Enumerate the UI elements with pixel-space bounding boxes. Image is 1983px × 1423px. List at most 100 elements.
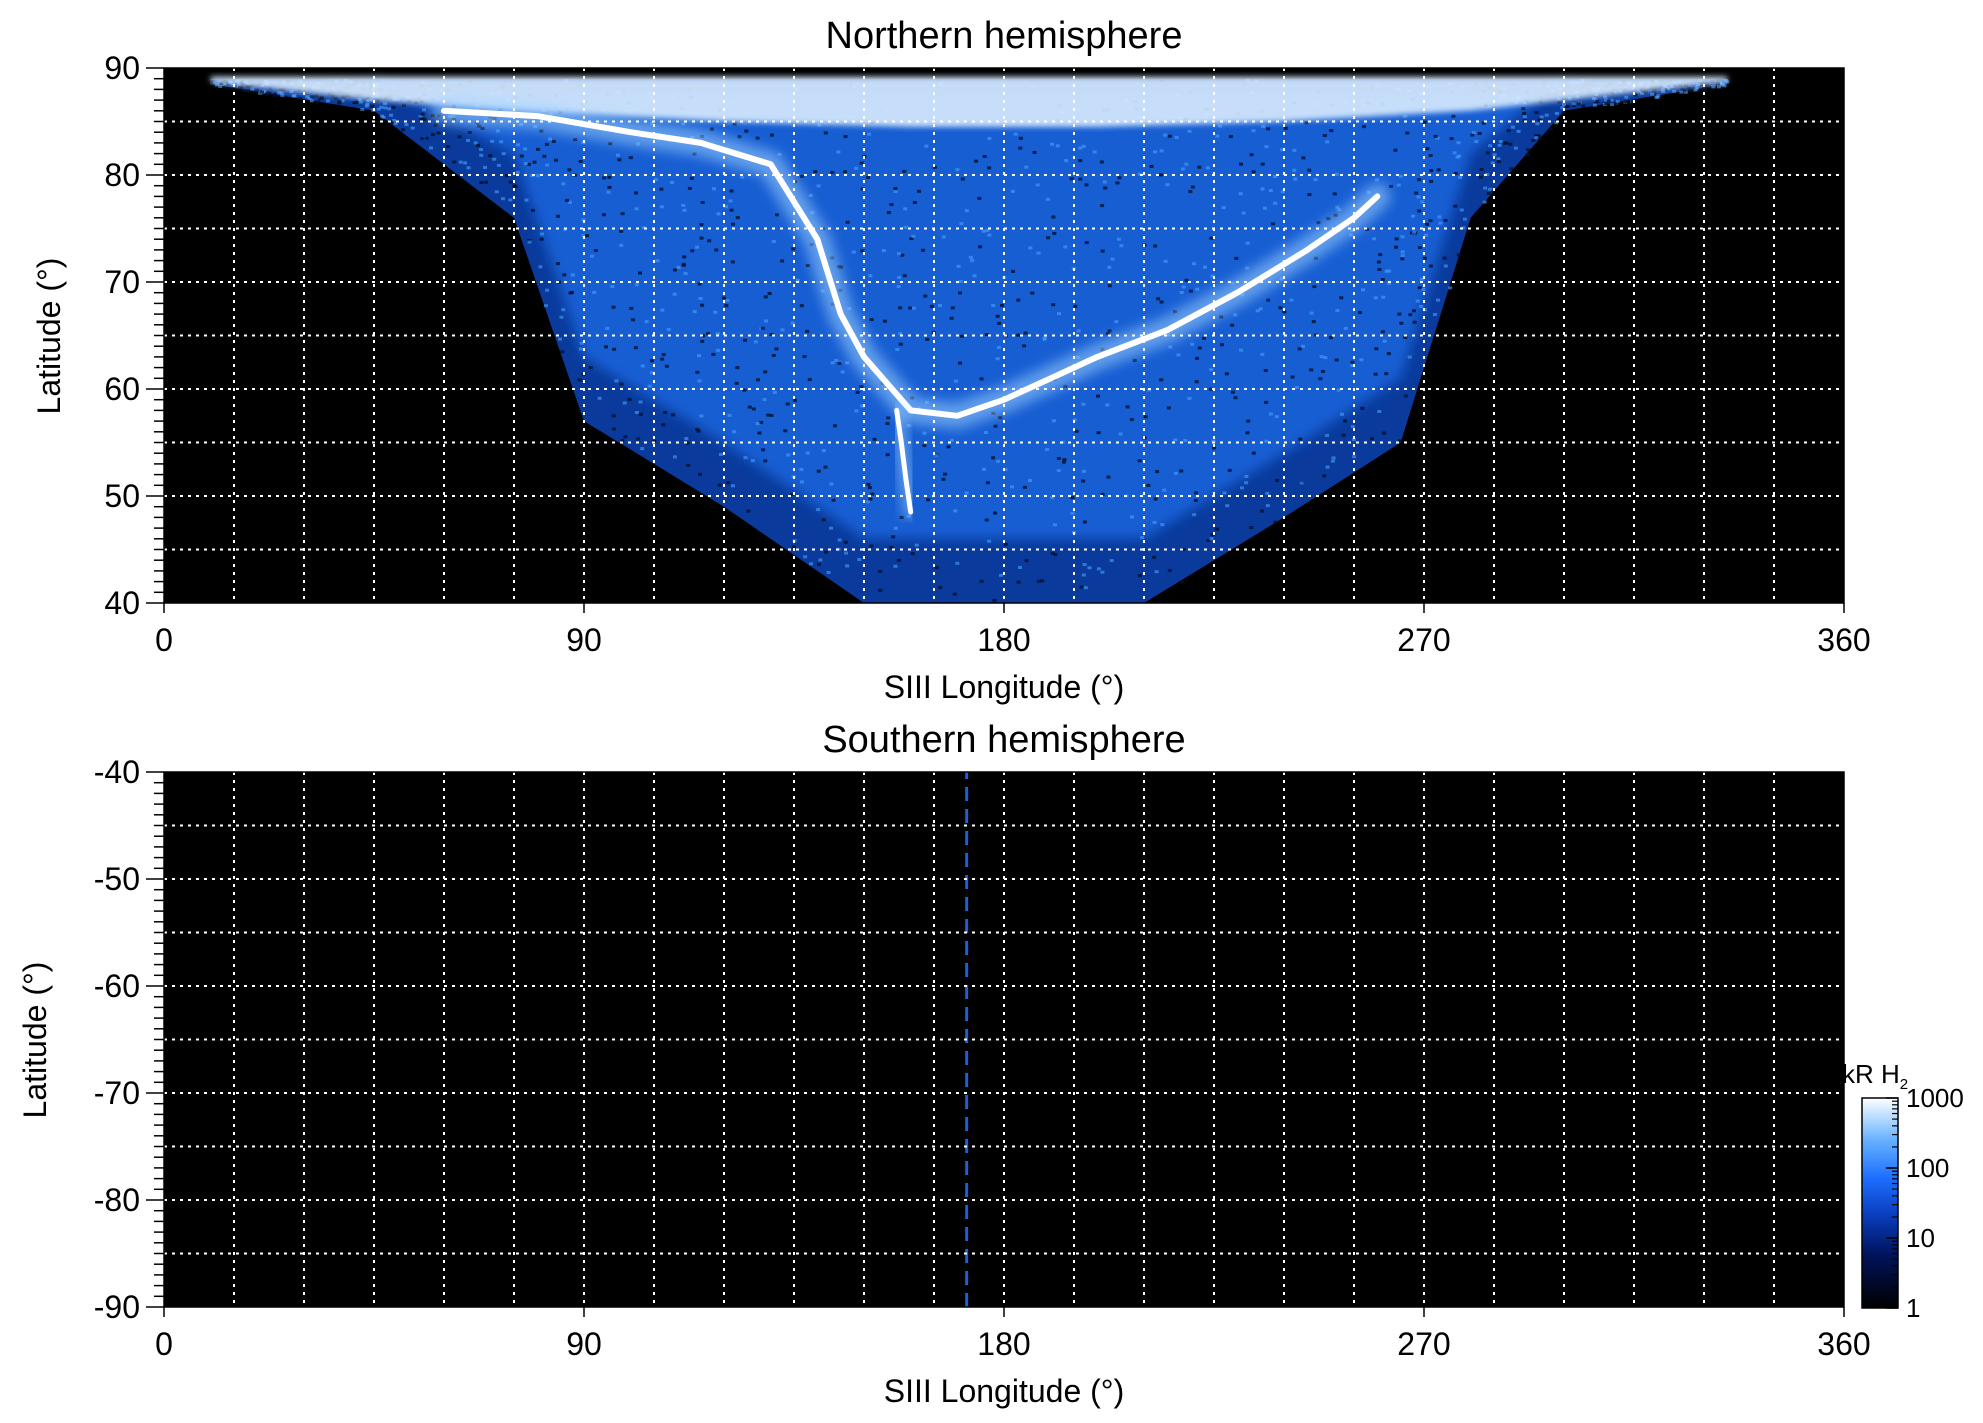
north-speckle <box>949 316 954 320</box>
north-speckle <box>735 216 740 220</box>
north-speckle <box>1661 90 1666 94</box>
north-speckle <box>1057 312 1061 316</box>
north-speckle <box>477 124 482 128</box>
north-speckle <box>764 319 769 323</box>
north-speckle <box>1273 520 1278 524</box>
north-speckle <box>1231 390 1235 394</box>
north-speckle <box>682 255 687 259</box>
north-speckle <box>1265 504 1270 508</box>
north-speckle <box>817 562 821 566</box>
north-speckle <box>859 161 864 165</box>
north-speckle <box>590 254 595 258</box>
north-speckle <box>620 212 625 216</box>
north-speckle <box>684 437 689 440</box>
north-speckle <box>1561 103 1566 107</box>
north-speckle <box>999 573 1003 577</box>
north-speckle <box>360 107 365 111</box>
north-speckle <box>1063 245 1068 249</box>
north-speckle <box>695 370 700 374</box>
north-speckle <box>1343 419 1348 423</box>
north-speckle <box>1477 132 1482 135</box>
colorbar-title-subscript: 2 <box>1900 1076 1908 1093</box>
north-speckle <box>698 297 703 300</box>
north-speckle <box>676 266 681 269</box>
north-speckle <box>1053 553 1058 557</box>
north-speckle <box>579 341 584 345</box>
north-speckle <box>1074 429 1079 433</box>
north-speckle <box>1416 195 1421 199</box>
north-speckle <box>729 208 734 212</box>
north-speckle <box>1640 91 1644 95</box>
north-speckle <box>1013 132 1018 136</box>
north-speckle <box>1534 136 1539 140</box>
north-ytick-label: 80 <box>104 157 140 193</box>
north-speckle <box>732 430 737 434</box>
south-xtick-label: 270 <box>1397 1326 1450 1362</box>
north-speckle <box>985 228 990 232</box>
north-speckle <box>805 451 810 455</box>
north-speckle <box>859 385 864 389</box>
north-speckle <box>629 306 634 310</box>
north-speckle <box>1238 192 1243 196</box>
north-speckle <box>1166 406 1171 410</box>
north-speckle <box>1377 410 1382 413</box>
north-speckle <box>605 326 610 330</box>
north-speckle <box>476 143 480 147</box>
north-speckle <box>1564 105 1569 108</box>
north-speckle <box>1197 165 1202 169</box>
north-speckle <box>714 248 719 252</box>
north-speckle <box>759 420 764 424</box>
north-speckle <box>958 361 963 365</box>
north-speckle <box>1042 336 1047 340</box>
north-speckle <box>1203 265 1207 269</box>
north-speckle <box>1125 405 1130 409</box>
north-speckle <box>479 181 484 184</box>
north-xtick-label: 0 <box>155 622 173 658</box>
north-speckle <box>1571 104 1576 108</box>
north-speckle <box>1443 264 1448 268</box>
north-speckle <box>1106 475 1111 479</box>
north-speckle <box>379 105 384 109</box>
north-speckle <box>1194 491 1198 495</box>
north-speckle <box>1490 189 1495 193</box>
north-speckle <box>1192 262 1197 266</box>
north-speckle <box>910 552 915 556</box>
north-speckle <box>402 103 406 107</box>
north-speckle <box>792 398 797 402</box>
north-speckle <box>1036 251 1041 255</box>
north-speckle <box>746 509 751 513</box>
north-speckle <box>1301 344 1305 348</box>
north-speckle <box>1105 403 1110 407</box>
north-speckle <box>1022 344 1027 348</box>
north-speckle <box>1163 133 1168 137</box>
north-speckle <box>731 222 735 226</box>
north-speckle <box>1233 313 1238 317</box>
north-xtick-label: 90 <box>566 622 602 658</box>
north-speckle <box>1078 177 1083 181</box>
north-speckle <box>352 101 357 104</box>
north-speckle <box>532 160 537 164</box>
north-speckle <box>959 222 964 226</box>
north-speckle <box>1140 536 1145 540</box>
north-speckle <box>479 153 484 157</box>
north-speckle <box>868 274 873 278</box>
north-speckle <box>1023 331 1028 335</box>
north-speckle <box>1173 471 1178 475</box>
north-speckle <box>1227 468 1232 472</box>
north-speckle <box>1610 103 1614 107</box>
north-coverage-glow <box>374 78 1564 539</box>
north-speckle <box>1361 288 1365 292</box>
north-speckle <box>660 308 665 312</box>
north-speckle <box>1260 162 1265 166</box>
north-speckle <box>949 438 954 442</box>
north-speckle <box>845 361 849 365</box>
north-speckle <box>686 463 691 467</box>
north-speckle <box>1180 580 1185 584</box>
north-speckle <box>692 310 697 314</box>
north-speckle <box>1076 329 1081 333</box>
south-ylabel: Latitude (°) <box>17 962 53 1119</box>
north-speckle <box>1571 102 1576 106</box>
north-speckle <box>419 117 424 121</box>
north-speckle <box>1081 144 1086 148</box>
north-speckle <box>1159 378 1164 382</box>
